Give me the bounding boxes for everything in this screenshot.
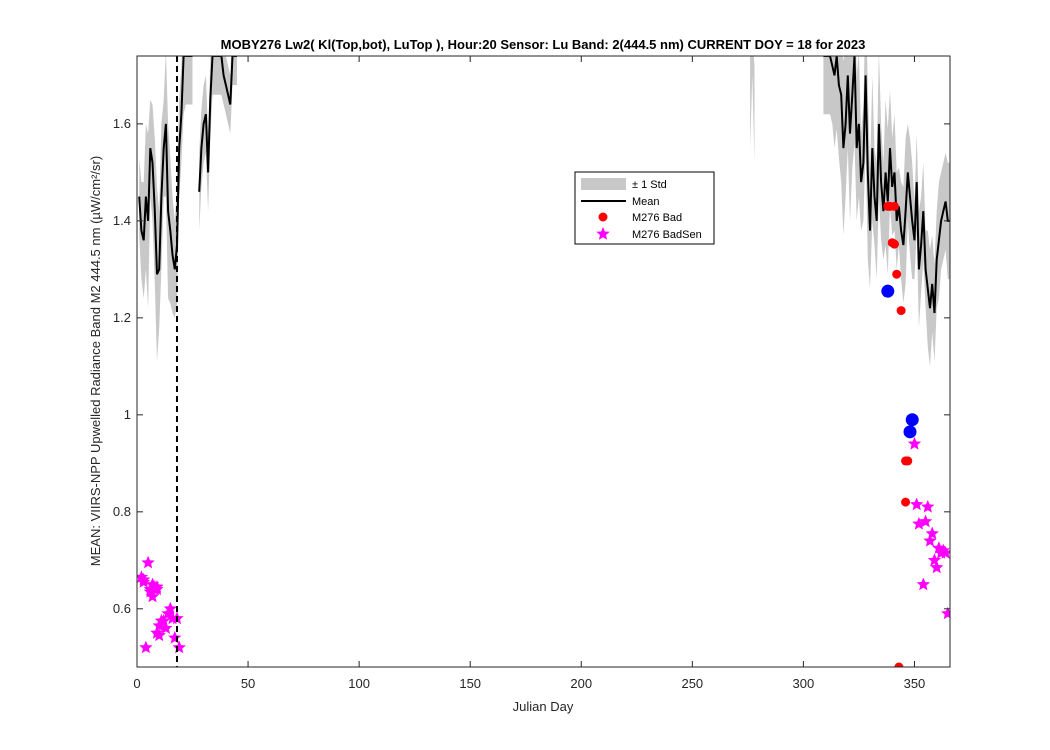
x-tick-label: 300 bbox=[793, 676, 815, 691]
mean-line-segment bbox=[198, 56, 237, 192]
x-tick-label: 150 bbox=[459, 676, 481, 691]
badsen-point bbox=[141, 555, 155, 569]
bad-point bbox=[896, 306, 906, 316]
legend: ± 1 Std Mean M276 Bad M276 BadSen bbox=[574, 171, 715, 245]
y-tick-label: 1 bbox=[124, 407, 131, 422]
x-tick-label: 100 bbox=[348, 676, 370, 691]
badsen-point bbox=[145, 589, 160, 603]
badsen-point bbox=[157, 613, 171, 627]
bad-point bbox=[894, 662, 904, 667]
mean-line-layer bbox=[138, 56, 950, 314]
y-tick-label: 0.6 bbox=[113, 601, 131, 616]
ticks-layer: 0 50 100 150 200 250 300 350 0.6 0.8 1 1.2 1.4 1.6 bbox=[113, 56, 950, 691]
legend-bad-marker bbox=[598, 212, 608, 222]
x-tick-label: 200 bbox=[570, 676, 592, 691]
legend-std-swatch bbox=[581, 178, 626, 190]
badsen-point bbox=[925, 526, 939, 540]
std-band-segment bbox=[139, 56, 193, 362]
badsen-point bbox=[150, 626, 164, 639]
points-layer bbox=[137, 201, 950, 667]
x-tick-label: 50 bbox=[241, 676, 255, 691]
y-tick-label: 0.8 bbox=[113, 504, 131, 519]
badsen-point bbox=[910, 497, 924, 511]
badsen-point bbox=[927, 553, 942, 566]
std-band-segment bbox=[750, 56, 755, 163]
bad-point bbox=[889, 239, 899, 249]
badsen-point bbox=[159, 621, 173, 634]
bad-point bbox=[903, 456, 913, 466]
legend-badsen-marker bbox=[596, 227, 610, 240]
x-tick-label: 350 bbox=[904, 676, 926, 691]
legend-badsen-label: M276 BadSen bbox=[632, 229, 702, 241]
y-tick-label: 1.6 bbox=[113, 116, 131, 131]
legend-mean-label: Mean bbox=[632, 196, 660, 208]
highlight-point bbox=[903, 425, 917, 439]
badsen-point bbox=[918, 514, 933, 528]
y-tick-label: 1.2 bbox=[113, 310, 131, 325]
badsen-point bbox=[930, 560, 944, 574]
badsen-point bbox=[163, 601, 177, 615]
badsen-point bbox=[168, 630, 182, 644]
std-band-segment bbox=[199, 56, 237, 231]
std-band-segment bbox=[823, 56, 950, 367]
mean-line-segment bbox=[823, 56, 950, 314]
badsen-point bbox=[139, 640, 153, 654]
chart-title: MOBY276 Lw2( Kl(Top,bot), LuTop ), Hour:… bbox=[221, 37, 866, 52]
bad-point bbox=[901, 497, 911, 507]
badsen-point bbox=[916, 577, 930, 591]
badsen-point bbox=[921, 500, 935, 513]
bad-point bbox=[892, 269, 902, 279]
plot-frame bbox=[136, 55, 951, 668]
std-band-layer bbox=[139, 56, 950, 367]
x-tick-label: 0 bbox=[133, 676, 140, 691]
badsen-point bbox=[938, 546, 950, 559]
bad-point bbox=[889, 201, 899, 211]
badsen-point bbox=[172, 640, 186, 654]
x-axis-label: Julian Day bbox=[513, 699, 574, 714]
highlight-point bbox=[881, 284, 895, 298]
mean-line-segment bbox=[138, 56, 193, 275]
badsen-point bbox=[137, 575, 151, 588]
badsen-point bbox=[923, 533, 937, 547]
badsen-point bbox=[941, 606, 950, 620]
badsen-point bbox=[907, 436, 922, 450]
x-tick-label: 250 bbox=[681, 676, 703, 691]
y-axis-label: MEAN: VIIRS-NPP Upwelled Radiance Band M… bbox=[88, 156, 103, 566]
legend-bad-label: M276 Bad bbox=[632, 212, 682, 224]
badsen-point bbox=[150, 580, 164, 593]
y-tick-label: 1.4 bbox=[113, 213, 131, 228]
legend-std-label: ± 1 Std bbox=[632, 179, 667, 191]
highlight-point bbox=[905, 413, 919, 427]
